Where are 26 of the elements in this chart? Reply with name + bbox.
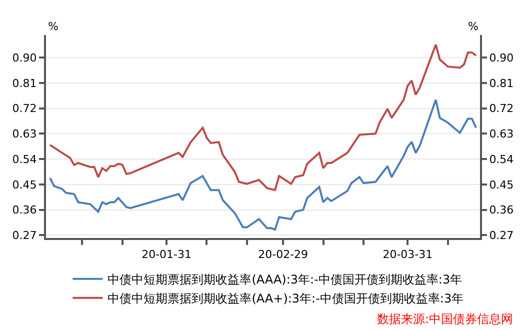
- y-tick-label: 0.72: [12, 102, 37, 116]
- legend-label: 中债中短期票据到期收益率(AAA):3年:-中债国开债到期收益率:3年: [108, 272, 462, 287]
- y-tick-label: 0.27: [12, 229, 37, 242]
- line-series: [49, 98, 477, 231]
- y2-tick-label: 0.45: [489, 178, 514, 192]
- y-tick-label: 0.90: [12, 51, 37, 64]
- y-tick-label: 0.45: [12, 178, 37, 192]
- legend-label: 中债中短期票据到期收益率(AA+):3年:-中债国开债到期收益率:3年: [108, 292, 464, 306]
- y2-tick-label: 0.63: [489, 128, 514, 141]
- y2-tick-label: 0.36: [489, 204, 514, 217]
- y2-tick-label: 0.90: [489, 51, 514, 64]
- y-tick-label: 0.81: [12, 76, 37, 90]
- x-tick-label: 20-02-29: [258, 248, 308, 262]
- y-tick-label: 0.36: [12, 204, 37, 217]
- y2-tick-label: 0.54: [489, 152, 514, 166]
- x-tick-label: 20-03-31: [382, 248, 433, 262]
- y2-tick-label: 0.81: [489, 76, 514, 90]
- y2-tick-label: 0.27: [489, 229, 514, 242]
- source-note: 数据来源:中国债券信息网: [377, 312, 514, 326]
- x-tick-label: 20-01-31: [142, 248, 192, 262]
- line-series: [49, 44, 477, 192]
- y-tick-label: 0.54: [12, 152, 37, 166]
- y-tick-label: 0.63: [12, 128, 37, 141]
- y-axis-title: %: [48, 20, 58, 33]
- y2-axis-title: %: [468, 20, 478, 33]
- y2-tick-label: 0.72: [489, 102, 514, 116]
